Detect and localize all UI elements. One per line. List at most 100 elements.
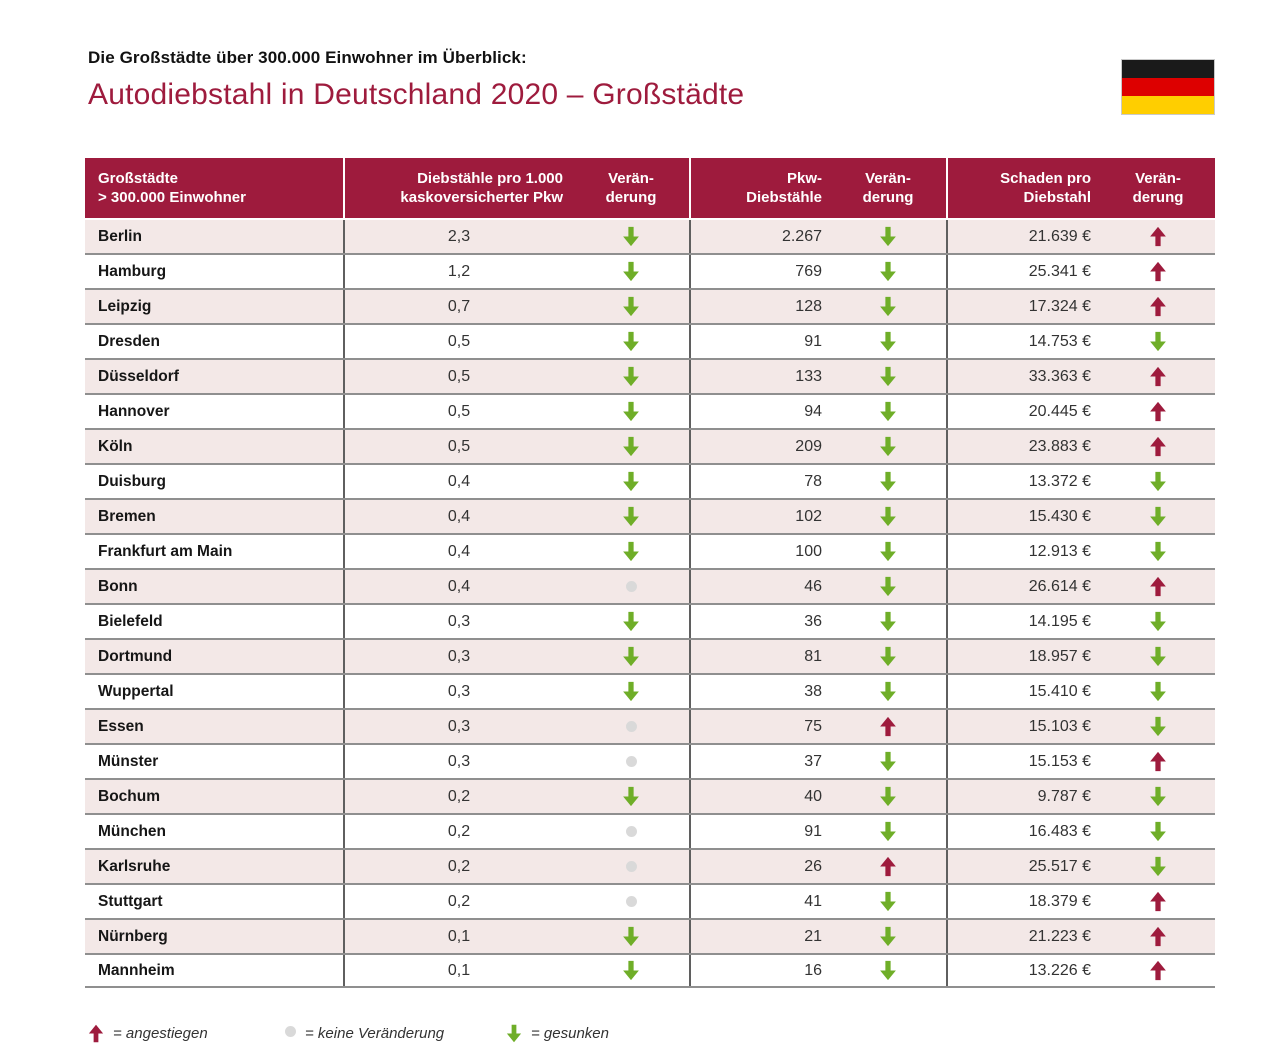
thefts-count-value: 133	[689, 360, 830, 393]
thefts-count-value: 37	[689, 745, 830, 778]
thefts-change-indicator	[830, 220, 946, 253]
title-block: Die Großstädte über 300.000 Einwohner im…	[88, 48, 744, 112]
city-name: Mannheim	[98, 961, 175, 979]
rate-change-indicator	[573, 675, 689, 708]
thefts-change-indicator	[830, 710, 946, 743]
city-name: Düsseldorf	[98, 367, 179, 385]
up-arrow-icon	[1150, 576, 1166, 597]
down-arrow-icon	[1150, 786, 1166, 807]
city-name: Frankfurt am Main	[98, 542, 233, 560]
damage-change-indicator	[1101, 815, 1215, 848]
down-arrow-icon	[623, 646, 639, 667]
damage-value: 21.223 €	[946, 920, 1101, 953]
rate-change-indicator	[573, 325, 689, 358]
damage-value: 14.195 €	[946, 605, 1101, 638]
table-row: Bremen 0,4 102 15.430 €	[85, 498, 1215, 533]
thefts-count-value: 2.267	[689, 220, 830, 253]
column-header-rate-change: Verän- derung	[605, 169, 657, 206]
theft-rate-value: 0,7	[343, 290, 573, 323]
rate-change-indicator	[573, 885, 689, 918]
thefts-change-indicator	[830, 850, 946, 883]
damage-value: 15.103 €	[946, 710, 1101, 743]
theft-rate-value: 2,3	[343, 220, 573, 253]
thefts-count-value: 41	[689, 885, 830, 918]
down-arrow-icon	[880, 401, 896, 422]
city-name: Berlin	[98, 227, 142, 245]
city-name: Bielefeld	[98, 612, 163, 630]
up-arrow-icon	[880, 856, 896, 877]
down-arrow-icon	[1150, 541, 1166, 562]
damage-change-indicator	[1101, 675, 1215, 708]
germany-flag-icon	[1121, 59, 1215, 115]
column-header-damage-change: Verän- derung	[1132, 169, 1184, 206]
city-name: Münster	[98, 752, 159, 770]
down-arrow-icon	[880, 366, 896, 387]
table-row: Dortmund 0,3 81 18.957 €	[85, 638, 1215, 673]
theft-rate-value: 0,2	[343, 850, 573, 883]
down-arrow-icon	[623, 226, 639, 247]
rate-change-indicator	[573, 780, 689, 813]
thefts-change-indicator	[830, 535, 946, 568]
up-arrow-icon	[1150, 960, 1166, 981]
damage-value: 18.957 €	[946, 640, 1101, 673]
damage-value: 13.226 €	[946, 955, 1101, 986]
down-arrow-icon	[880, 296, 896, 317]
rate-change-indicator	[573, 605, 689, 638]
column-header-thefts-change: Verän- derung	[862, 169, 914, 206]
down-arrow-icon	[623, 401, 639, 422]
up-arrow-icon	[1150, 926, 1166, 947]
thefts-change-indicator	[830, 955, 946, 986]
city-name: Bremen	[98, 507, 156, 525]
damage-change-indicator	[1101, 500, 1215, 533]
thefts-count-value: 75	[689, 710, 830, 743]
city-name: Bonn	[98, 577, 138, 595]
down-arrow-icon	[1150, 856, 1166, 877]
down-arrow-icon	[880, 611, 896, 632]
rate-change-indicator	[573, 850, 689, 883]
down-arrow-icon	[880, 751, 896, 772]
down-arrow-icon	[880, 506, 896, 527]
down-arrow-icon	[880, 960, 896, 981]
city-name: Essen	[98, 717, 144, 735]
thefts-change-indicator	[830, 290, 946, 323]
damage-change-indicator	[1101, 430, 1215, 463]
table-row: Hannover 0,5 94 20.445 €	[85, 393, 1215, 428]
theft-rate-value: 0,5	[343, 360, 573, 393]
theft-rate-value: 0,4	[343, 500, 573, 533]
up-arrow-icon	[880, 716, 896, 737]
up-arrow-icon	[88, 1024, 104, 1042]
no-change-dot-icon	[625, 826, 637, 837]
thefts-count-value: 91	[689, 815, 830, 848]
theft-rate-value: 0,4	[343, 535, 573, 568]
down-arrow-icon	[623, 786, 639, 807]
theft-rate-value: 0,2	[343, 885, 573, 918]
thefts-change-indicator	[830, 745, 946, 778]
theft-rate-value: 1,2	[343, 255, 573, 288]
damage-value: 23.883 €	[946, 430, 1101, 463]
up-arrow-icon	[1150, 366, 1166, 387]
damage-value: 15.430 €	[946, 500, 1101, 533]
up-arrow-icon	[1150, 751, 1166, 772]
up-arrow-icon	[1150, 226, 1166, 247]
city-name: Nürnberg	[98, 927, 168, 945]
no-change-dot-icon	[625, 861, 637, 872]
down-arrow-icon	[623, 261, 639, 282]
down-arrow-icon	[880, 261, 896, 282]
rate-change-indicator	[573, 395, 689, 428]
thefts-change-indicator	[830, 395, 946, 428]
legend-item-no-change: = keine Veränderung	[285, 1024, 506, 1042]
damage-change-indicator	[1101, 605, 1215, 638]
rate-change-indicator	[573, 290, 689, 323]
damage-value: 9.787 €	[946, 780, 1101, 813]
up-arrow-icon	[1150, 401, 1166, 422]
table-row: Bochum 0,2 40 9.787 €	[85, 778, 1215, 813]
thefts-count-value: 209	[689, 430, 830, 463]
damage-change-indicator	[1101, 885, 1215, 918]
theft-rate-value: 0,1	[343, 920, 573, 953]
damage-change-indicator	[1101, 955, 1215, 986]
table-row: Dresden 0,5 91 14.753 €	[85, 323, 1215, 358]
damage-change-indicator	[1101, 220, 1215, 253]
rate-change-indicator	[573, 430, 689, 463]
theft-rate-value: 0,1	[343, 955, 573, 986]
down-arrow-icon	[623, 471, 639, 492]
